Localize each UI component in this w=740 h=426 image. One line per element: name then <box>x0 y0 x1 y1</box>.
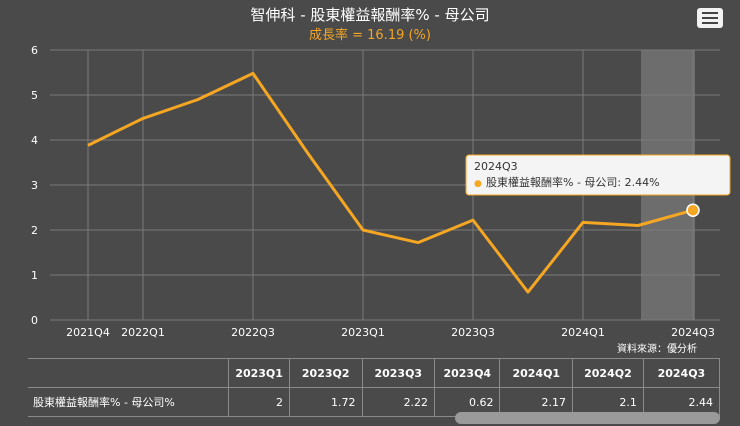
x-tick-label: 2022Q1 <box>121 326 165 339</box>
source-note: 資料來源：優分析 <box>617 344 697 355</box>
y-tick-label: 2 <box>31 224 38 237</box>
table-header-cell: 2024Q2 <box>572 358 644 388</box>
tooltip-bullet: ● <box>474 179 482 189</box>
table-header-cell: 2024Q1 <box>499 358 574 388</box>
x-tick-label: 2024Q3 <box>671 326 715 339</box>
x-tick-label: 2023Q1 <box>341 326 385 339</box>
table-cell: 1.72 <box>288 387 363 417</box>
y-tick-label: 3 <box>31 179 38 192</box>
data-points <box>686 203 700 217</box>
table-header-cell: 2023Q4 <box>434 358 501 388</box>
table-header-corner <box>28 358 230 388</box>
table-header-cell: 2023Q1 <box>228 358 290 388</box>
x-tick-label: 2024Q1 <box>561 326 605 339</box>
tooltip-value: 股東權益報酬率% - 母公司: 2.44% <box>486 175 660 189</box>
table-header-cell: 2023Q3 <box>361 358 436 388</box>
data-table: 2023Q1 2023Q2 2023Q3 2023Q4 2024Q1 2024Q… <box>28 358 720 426</box>
y-tick-label: 4 <box>31 134 38 147</box>
table-cell: 2.22 <box>361 387 436 417</box>
table-header-row: 2023Q1 2023Q2 2023Q3 2023Q4 2024Q1 2024Q… <box>28 358 720 388</box>
x-axis-ticks: 2021Q4 2022Q1 2022Q3 2023Q1 2023Q3 2024Q1 2024… <box>66 326 715 339</box>
y-tick-label: 0 <box>31 314 38 327</box>
hamburger-menu-icon[interactable] <box>697 8 723 28</box>
chart-title: 智伸科 - 股東權益報酬率% - 母公司 <box>250 6 490 24</box>
grid-layer <box>50 49 720 321</box>
highlighted-data-point[interactable] <box>686 203 700 217</box>
chart-subtitle: 成長率 = 16.19 (%) <box>308 28 431 43</box>
tooltip: 2024Q3 ● 股東權益報酬率% - 母公司: 2.44% <box>465 154 731 196</box>
y-tick-label: 1 <box>31 269 38 282</box>
table-header-cell: 2023Q2 <box>288 358 363 388</box>
y-axis-ticks: 0 1 2 3 4 5 6 <box>31 44 38 327</box>
tooltip-box <box>465 154 731 196</box>
table-cell: 2 <box>228 387 290 417</box>
table-header-cell: 2024Q3 <box>642 358 720 388</box>
table-row-label: 股東權益報酬率% - 母公司% <box>28 387 230 417</box>
series-line <box>87 71 694 294</box>
y-tick-label: 6 <box>31 44 38 57</box>
y-tick-label: 5 <box>31 89 38 102</box>
x-tick-label: 2021Q4 <box>66 326 110 339</box>
x-tick-label: 2023Q3 <box>451 326 495 339</box>
tooltip-period: 2024Q3 <box>474 160 518 173</box>
x-tick-label: 2022Q3 <box>231 326 275 339</box>
table-scrollbar[interactable] <box>455 412 720 424</box>
